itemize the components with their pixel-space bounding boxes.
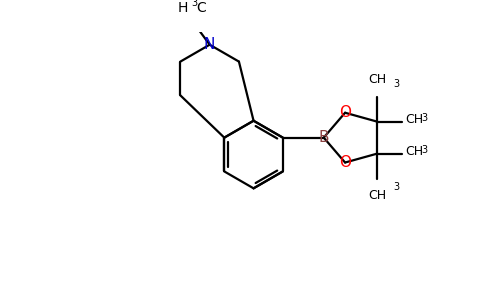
Text: B: B — [318, 130, 329, 145]
Text: O: O — [339, 155, 351, 170]
Text: H: H — [178, 1, 188, 15]
Text: CH: CH — [406, 113, 424, 126]
Text: N: N — [204, 37, 215, 52]
Text: CH: CH — [368, 189, 386, 202]
Text: O: O — [339, 105, 351, 120]
Text: 3: 3 — [191, 0, 197, 8]
Text: 3: 3 — [422, 112, 428, 122]
Text: C: C — [197, 1, 206, 15]
Text: CH: CH — [368, 73, 386, 86]
Text: 3: 3 — [393, 182, 399, 192]
Text: 3: 3 — [393, 79, 399, 89]
Text: 3: 3 — [422, 145, 428, 154]
Text: CH: CH — [406, 146, 424, 158]
